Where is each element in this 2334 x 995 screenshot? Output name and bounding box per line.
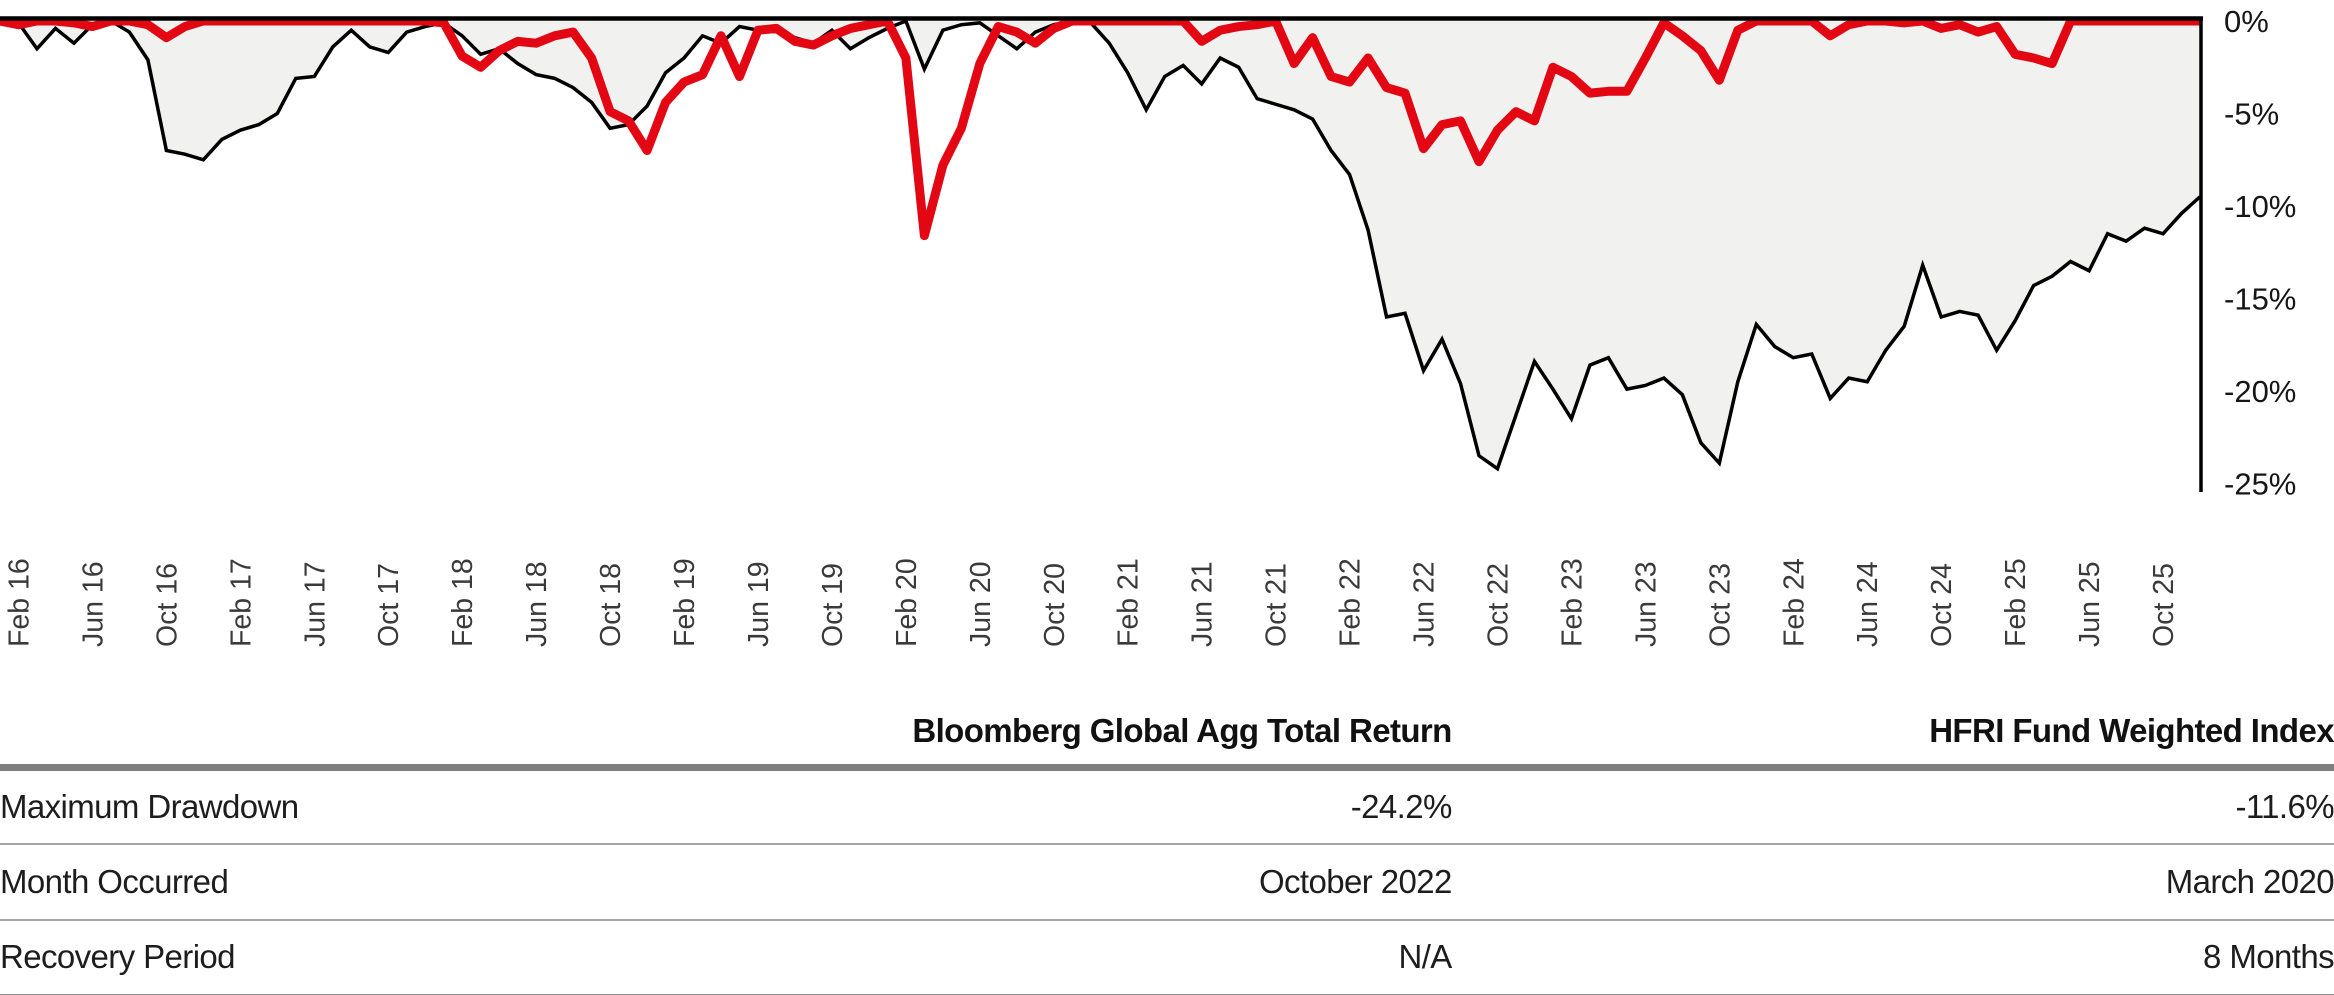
row-label: Maximum Drawdown bbox=[0, 787, 299, 825]
x-tick-label: Oct 17 bbox=[373, 563, 405, 647]
bloomberg-recovery-period-value: N/A bbox=[1398, 938, 1453, 976]
x-tick-label: Jun 21 bbox=[1187, 561, 1219, 647]
x-tick-label: Oct 21 bbox=[1261, 563, 1293, 647]
y-tick-label: -10% bbox=[2224, 189, 2296, 224]
bloomberg-month-occurred-value: October 2022 bbox=[1258, 862, 1452, 900]
drawdown-stats-table: Bloomberg Global Agg Total Return HFRI F… bbox=[0, 688, 2334, 995]
column-header-hfri: HFRI Fund Weighted Index bbox=[1929, 712, 2334, 749]
hfri-recovery-period-value: 8 Months bbox=[2203, 938, 2334, 976]
table-row-month-occurred: Month Occurred October 2022 March 2020 bbox=[0, 844, 2334, 920]
x-tick-label: Jun 22 bbox=[1409, 561, 1441, 647]
bloomberg-line bbox=[0, 18, 2202, 472]
drawdown-chart-svg: 0% -5% -10% -15% -20% -25% Feb 16 Jun 16 Oct 16 F… bbox=[0, 4, 2296, 647]
header-spacer bbox=[0, 688, 887, 768]
table-row-recovery-period: Recovery Period N/A 8 Months bbox=[0, 920, 2334, 995]
x-tick-label: Jun 18 bbox=[521, 561, 553, 647]
x-tick-label: Feb 22 bbox=[1335, 558, 1367, 647]
x-tick-label: Jun 17 bbox=[299, 561, 331, 647]
x-tick-label: Jun 25 bbox=[2074, 561, 2106, 647]
x-tick-label: Feb 18 bbox=[447, 558, 479, 647]
x-tick-label: Feb 23 bbox=[1556, 558, 1588, 647]
x-tick-label: Feb 24 bbox=[1778, 558, 1810, 647]
x-tick-label: Oct 25 bbox=[2148, 563, 2180, 647]
x-tick-label: Oct 23 bbox=[1704, 563, 1736, 647]
y-tick-label: -20% bbox=[2224, 374, 2296, 409]
x-tick-label: Jun 16 bbox=[77, 561, 109, 647]
drawdown-chart: 0% -5% -10% -15% -20% -25% Feb 16 Jun 16 Oct 16 F… bbox=[0, 4, 2296, 647]
x-tick-label: Jun 19 bbox=[743, 561, 775, 647]
bloomberg-max-drawdown-value: -24.2% bbox=[1350, 787, 1453, 825]
x-tick-label: Oct 19 bbox=[817, 563, 849, 647]
x-tick-label: Feb 19 bbox=[669, 558, 701, 647]
x-tick-label: Oct 18 bbox=[595, 563, 627, 647]
x-tick-label: Feb 16 bbox=[3, 558, 35, 647]
y-tick-label: -5% bbox=[2224, 97, 2279, 132]
x-tick-label: Feb 25 bbox=[2000, 558, 2032, 647]
y-tick-label: -25% bbox=[2224, 467, 2296, 502]
x-tick-label: Jun 20 bbox=[965, 561, 997, 647]
x-tick-label: Oct 20 bbox=[1039, 563, 1071, 647]
column-header-bloomberg: Bloomberg Global Agg Total Return bbox=[912, 712, 1452, 749]
table-header-row: Bloomberg Global Agg Total Return HFRI F… bbox=[0, 688, 2334, 768]
x-tick-label: Oct 22 bbox=[1482, 563, 1514, 647]
x-tick-label: Oct 24 bbox=[1926, 563, 1958, 647]
x-tick-label: Feb 17 bbox=[225, 558, 257, 647]
x-tick-label: Jun 24 bbox=[1852, 561, 1884, 647]
y-tick-label: 0% bbox=[2224, 4, 2269, 39]
row-label: Month Occurred bbox=[0, 862, 229, 900]
x-tick-label: Oct 16 bbox=[151, 563, 183, 647]
y-tick-label: -15% bbox=[2224, 282, 2296, 317]
table-row-maximum-drawdown: Maximum Drawdown -24.2% -11.6% bbox=[0, 768, 2334, 844]
hfri-line bbox=[0, 16, 2200, 241]
x-tick-label: Jun 23 bbox=[1630, 561, 1662, 647]
x-tick-label: Feb 20 bbox=[891, 558, 923, 647]
bloomberg-area-fill bbox=[0, 21, 2200, 469]
row-label: Recovery Period bbox=[0, 938, 236, 976]
x-tick-label: Feb 21 bbox=[1113, 558, 1145, 647]
hfri-month-occurred-value: March 2020 bbox=[2165, 862, 2334, 900]
hfri-max-drawdown-value: -11.6% bbox=[2235, 787, 2334, 825]
